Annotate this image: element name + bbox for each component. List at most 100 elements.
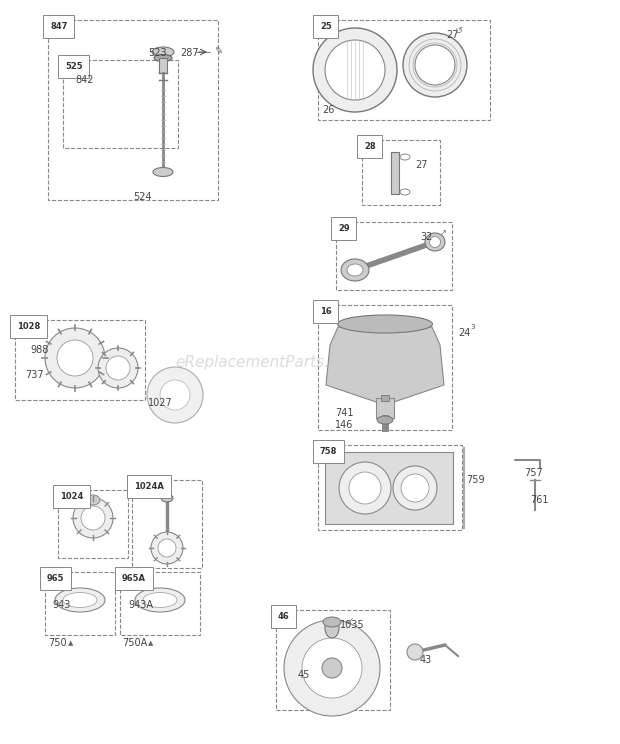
Ellipse shape bbox=[377, 416, 393, 424]
Text: 741: 741 bbox=[335, 408, 353, 418]
Text: 988: 988 bbox=[30, 345, 48, 355]
Bar bbox=[381, 395, 389, 401]
Bar bbox=[362, 140, 440, 205]
Bar bbox=[132, 480, 202, 568]
Text: 28: 28 bbox=[364, 142, 376, 151]
Text: ↙: ↙ bbox=[346, 616, 354, 626]
Text: 965: 965 bbox=[47, 574, 64, 583]
Text: 1028: 1028 bbox=[17, 322, 40, 331]
Ellipse shape bbox=[323, 617, 341, 627]
Ellipse shape bbox=[400, 189, 410, 195]
Polygon shape bbox=[326, 327, 444, 405]
Text: 737: 737 bbox=[25, 370, 43, 380]
Circle shape bbox=[151, 532, 183, 564]
Text: 759: 759 bbox=[466, 475, 485, 485]
Text: 146: 146 bbox=[335, 420, 353, 430]
Text: 1024: 1024 bbox=[60, 492, 83, 501]
Circle shape bbox=[393, 466, 437, 510]
Circle shape bbox=[325, 40, 385, 100]
Text: 46: 46 bbox=[278, 612, 290, 621]
Text: 943A: 943A bbox=[128, 600, 153, 610]
Text: 523: 523 bbox=[148, 48, 167, 58]
Bar bbox=[376, 398, 394, 418]
Circle shape bbox=[313, 28, 397, 112]
Ellipse shape bbox=[341, 259, 369, 281]
Ellipse shape bbox=[63, 592, 97, 608]
Bar bbox=[391, 152, 399, 194]
Bar bbox=[318, 305, 452, 430]
Text: 32: 32 bbox=[420, 232, 432, 242]
Circle shape bbox=[407, 644, 423, 660]
Circle shape bbox=[401, 474, 429, 502]
Text: ✎: ✎ bbox=[214, 46, 222, 56]
Text: 524: 524 bbox=[133, 192, 152, 202]
Bar bbox=[336, 222, 452, 290]
Text: ▲: ▲ bbox=[68, 640, 73, 646]
Bar bbox=[159, 58, 167, 73]
Ellipse shape bbox=[152, 47, 174, 57]
Circle shape bbox=[158, 539, 176, 557]
Ellipse shape bbox=[430, 237, 440, 248]
Circle shape bbox=[106, 356, 130, 380]
Text: 757: 757 bbox=[524, 468, 542, 478]
Ellipse shape bbox=[425, 233, 445, 251]
Circle shape bbox=[81, 506, 105, 530]
Ellipse shape bbox=[153, 167, 173, 176]
Ellipse shape bbox=[325, 618, 339, 638]
Text: 525: 525 bbox=[65, 62, 82, 71]
Text: 24: 24 bbox=[458, 328, 471, 338]
Ellipse shape bbox=[337, 315, 433, 333]
Text: 1024A: 1024A bbox=[134, 482, 164, 491]
Text: 1027: 1027 bbox=[148, 398, 173, 408]
Text: 1035: 1035 bbox=[340, 620, 365, 630]
Bar bbox=[318, 20, 490, 120]
Circle shape bbox=[339, 462, 391, 514]
Text: eReplacementParts.com: eReplacementParts.com bbox=[175, 355, 361, 370]
Bar bbox=[15, 320, 145, 400]
Bar bbox=[325, 452, 453, 524]
Ellipse shape bbox=[55, 588, 105, 612]
Text: 287: 287 bbox=[180, 48, 198, 58]
Text: 750: 750 bbox=[48, 638, 66, 648]
Circle shape bbox=[349, 472, 381, 504]
Bar bbox=[120, 572, 200, 635]
Text: 842: 842 bbox=[75, 75, 94, 85]
Ellipse shape bbox=[86, 495, 100, 505]
Circle shape bbox=[284, 620, 380, 716]
Ellipse shape bbox=[161, 494, 173, 502]
Ellipse shape bbox=[135, 588, 185, 612]
Text: ↗: ↗ bbox=[440, 228, 447, 237]
Text: 758: 758 bbox=[320, 447, 337, 456]
Text: 43: 43 bbox=[420, 655, 432, 665]
Circle shape bbox=[98, 348, 138, 388]
Text: 965A: 965A bbox=[122, 574, 146, 583]
Text: 29: 29 bbox=[338, 224, 350, 233]
Circle shape bbox=[415, 45, 455, 85]
Text: ↺: ↺ bbox=[455, 26, 463, 36]
Text: 3: 3 bbox=[470, 324, 474, 330]
Circle shape bbox=[160, 380, 190, 410]
Text: 943: 943 bbox=[52, 600, 71, 610]
Text: 45: 45 bbox=[298, 670, 311, 680]
Ellipse shape bbox=[347, 264, 363, 276]
Circle shape bbox=[322, 658, 342, 678]
Ellipse shape bbox=[154, 54, 172, 62]
Bar bbox=[58, 490, 128, 558]
Text: 25: 25 bbox=[320, 22, 332, 31]
Circle shape bbox=[147, 367, 203, 423]
Text: 847: 847 bbox=[50, 22, 68, 31]
Text: 761: 761 bbox=[530, 495, 549, 505]
Bar bbox=[45, 572, 115, 635]
Bar bbox=[318, 445, 462, 530]
Text: 27: 27 bbox=[446, 30, 459, 40]
Text: 26: 26 bbox=[322, 105, 334, 115]
Circle shape bbox=[403, 33, 467, 97]
Text: ▲: ▲ bbox=[148, 640, 153, 646]
Circle shape bbox=[302, 638, 362, 698]
Bar bbox=[48, 20, 218, 200]
Text: 750A: 750A bbox=[122, 638, 148, 648]
Bar bbox=[63, 60, 178, 148]
Circle shape bbox=[73, 498, 113, 538]
Text: 16: 16 bbox=[320, 307, 332, 316]
Circle shape bbox=[45, 328, 105, 388]
